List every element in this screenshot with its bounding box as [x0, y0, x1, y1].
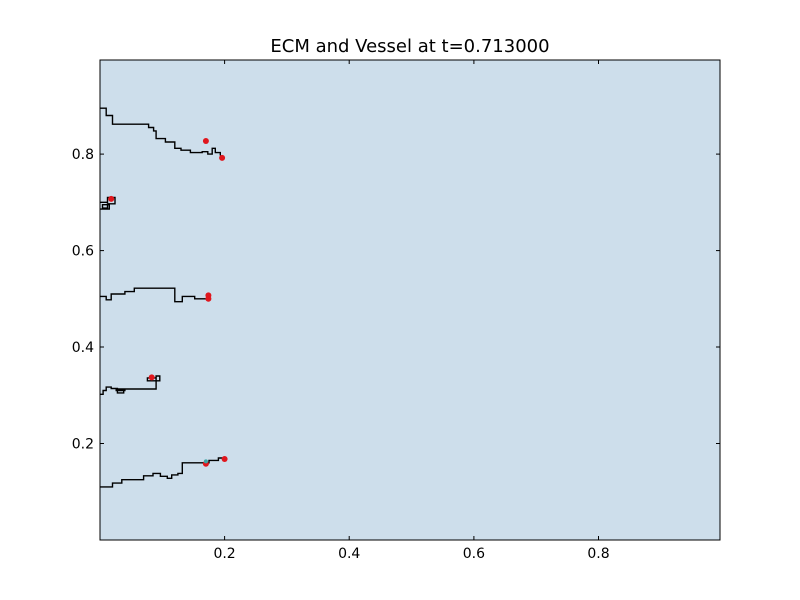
vessel-path-2 — [100, 196, 116, 210]
y-tick-label: 0.6 — [72, 244, 94, 260]
vessel-tip-point-6 — [148, 374, 155, 381]
axis-ticks: 0.2 0.4 0.6 0.8 0.2 0.4 0.6 0.8 — [72, 60, 720, 562]
y-tick-label: 0.4 — [72, 340, 94, 356]
vessel-network — [100, 107, 225, 488]
y-tick-label: 0.8 — [72, 147, 94, 163]
y-tick-label: 0.2 — [72, 437, 94, 453]
vessel-tip-point-3 — [108, 195, 115, 202]
vessel-tip-point-7 — [221, 456, 228, 462]
chart-title: ECM and Vessel at t=0.713000 — [270, 36, 549, 57]
vessel-path-3 — [100, 287, 210, 303]
vessel-tip-point-2 — [219, 154, 226, 161]
x-tick-label: 0.2 — [213, 546, 235, 562]
x-tick-label: 0.8 — [587, 546, 609, 562]
plot-frame — [99, 59, 721, 541]
vessel-path-4 — [100, 375, 161, 395]
plot-area-background — [100, 60, 720, 540]
vessel-path-1 — [100, 107, 222, 156]
x-tick-label: 0.6 — [463, 546, 485, 562]
vessel-tips — [108, 138, 228, 467]
x-tick-label: 0.4 — [338, 546, 360, 562]
vessel-tip-point-1 — [202, 138, 209, 144]
vessel-path-5 — [100, 457, 225, 488]
vessel-tip-point-9 — [203, 459, 208, 464]
vessel-tip-point-5 — [205, 295, 212, 302]
